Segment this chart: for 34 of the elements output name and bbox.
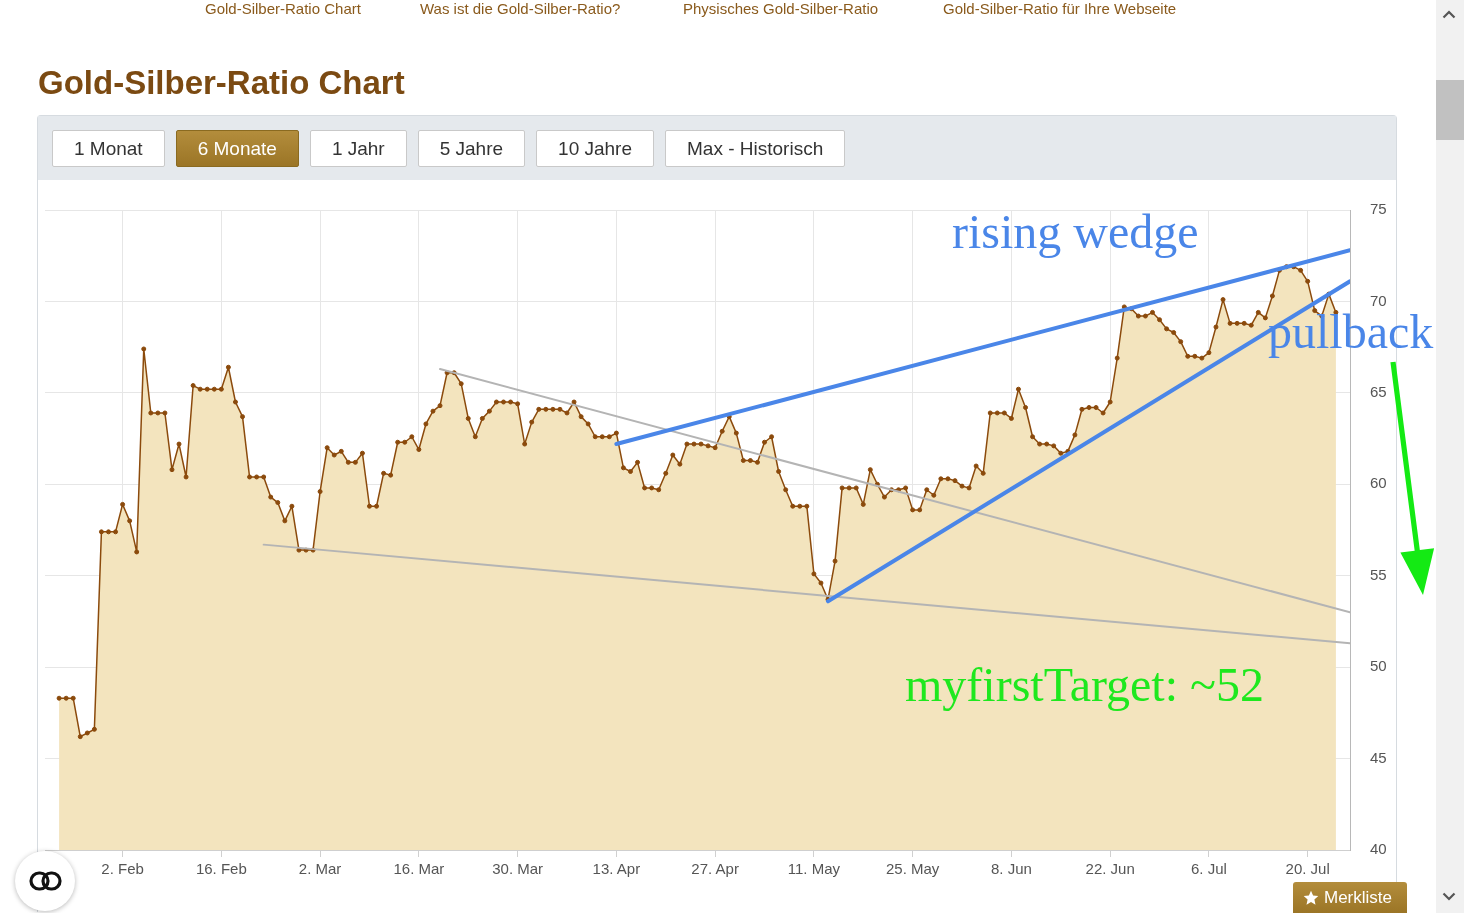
x-tick-label: 6. Jul (1190, 860, 1227, 878)
y-tick-label: 50 (1370, 657, 1387, 675)
text: Physisches Gold-Silber-Ratio (683, 0, 879, 17)
range-button: Max - Historisch (665, 130, 846, 167)
text: Gold-Silber-Ratio für Ihre Webseite (943, 0, 1177, 17)
x-tick-label: 16. Mar (393, 860, 445, 878)
range-button: 1 Jahr (309, 130, 407, 167)
annotation: rising wedge (952, 205, 1199, 258)
y-tick-label: 75 (1370, 200, 1387, 218)
x-tick-label: 25. May (885, 860, 940, 878)
range-button: 5 Jahre (417, 130, 526, 167)
x-tick-label: 8. Jun (990, 860, 1032, 878)
y-tick-label: 40 (1370, 840, 1387, 858)
x-tick-label: 22. Jun (1085, 860, 1135, 878)
x-tick-label: 20. Jul (1285, 860, 1330, 878)
text: Gold-Silber-Ratio Chart (205, 0, 361, 17)
range-button: 6 Monate (175, 130, 299, 167)
y-tick-label: 60 (1370, 474, 1387, 492)
y-tick-label: 65 (1370, 383, 1387, 400)
x-tick-label: 2. Mar (298, 860, 342, 878)
x-tick-label: 27. Apr (691, 860, 739, 878)
range-button: 10 Jahre (536, 130, 655, 167)
annotation: myfirstTarget: ~52 (905, 658, 1264, 711)
x-tick-label: 2. Feb (101, 860, 144, 878)
y-tick-label: 45 (1370, 748, 1387, 766)
x-tick-label: 13. Apr (592, 860, 641, 878)
bookmark-button: Merkliste (1293, 882, 1407, 913)
range-button: 1 Monat (52, 130, 165, 167)
chart-title: Gold-Silber-Ratio Chart (38, 63, 405, 103)
x-tick-label: 11. May (787, 860, 841, 878)
y-tick-label: 55 (1370, 565, 1387, 583)
text: Was ist die Gold-Silber-Ratio? (420, 0, 621, 17)
x-tick-label: 16. Feb (195, 860, 247, 878)
x-tick-label: 30. Mar (492, 860, 544, 878)
